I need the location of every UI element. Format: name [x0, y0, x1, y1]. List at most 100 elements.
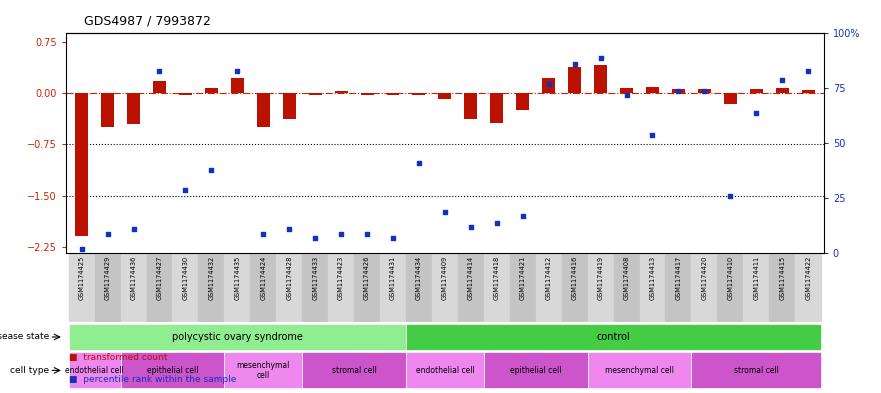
Point — [567, 61, 581, 67]
Point — [386, 235, 400, 241]
Bar — [562, 253, 588, 322]
Bar — [302, 253, 328, 322]
Point — [438, 209, 452, 215]
Text: GSM1174427: GSM1174427 — [157, 255, 162, 300]
Text: control: control — [596, 332, 631, 342]
Text: GSM1174413: GSM1174413 — [649, 255, 655, 300]
Bar — [406, 353, 484, 388]
Bar — [231, 78, 244, 94]
Point — [490, 220, 504, 226]
Bar — [588, 353, 692, 388]
Point — [230, 68, 244, 74]
Bar — [594, 65, 607, 94]
Text: polycystic ovary syndrome: polycystic ovary syndrome — [172, 332, 303, 342]
Bar — [153, 81, 166, 94]
Text: disease state: disease state — [0, 332, 49, 342]
Point — [671, 88, 685, 94]
Bar — [360, 94, 374, 95]
Point — [100, 231, 115, 237]
Bar — [225, 253, 250, 322]
Text: GSM1174409: GSM1174409 — [442, 255, 448, 300]
Bar — [672, 89, 685, 94]
Bar — [432, 253, 458, 322]
Bar — [692, 253, 717, 322]
Bar — [380, 253, 406, 322]
Bar — [406, 324, 821, 350]
Bar — [387, 94, 399, 95]
Text: GSM1174429: GSM1174429 — [105, 255, 111, 300]
Bar — [484, 353, 588, 388]
Text: GSM1174430: GSM1174430 — [182, 255, 189, 300]
Text: GSM1174431: GSM1174431 — [390, 255, 396, 300]
Text: GSM1174410: GSM1174410 — [728, 255, 733, 300]
Text: GSM1174424: GSM1174424 — [260, 255, 266, 300]
Bar — [101, 94, 114, 127]
Text: GSM1174422: GSM1174422 — [805, 255, 811, 300]
Bar — [484, 253, 510, 322]
Point — [463, 224, 478, 230]
Point — [801, 68, 815, 74]
Bar — [328, 253, 354, 322]
Bar — [127, 94, 140, 124]
Text: GDS4987 / 7993872: GDS4987 / 7993872 — [84, 15, 211, 28]
Bar — [69, 253, 94, 322]
Bar — [179, 94, 192, 95]
Bar — [69, 324, 406, 350]
Bar — [510, 253, 536, 322]
Bar — [75, 94, 88, 237]
Bar — [588, 253, 613, 322]
Text: mesenchymal
cell: mesenchymal cell — [237, 361, 290, 380]
Bar — [205, 88, 218, 94]
Point — [749, 110, 763, 116]
Point — [256, 231, 270, 237]
Point — [412, 160, 426, 166]
Point — [75, 246, 89, 252]
Bar — [613, 253, 640, 322]
Text: GSM1174423: GSM1174423 — [338, 255, 344, 300]
Bar — [277, 253, 302, 322]
Text: cell type: cell type — [11, 366, 49, 375]
Point — [515, 213, 529, 219]
Bar — [717, 253, 744, 322]
Text: GSM1174436: GSM1174436 — [130, 255, 137, 300]
Text: epithelial cell: epithelial cell — [510, 366, 561, 375]
Point — [308, 235, 322, 241]
Bar — [796, 253, 821, 322]
Bar — [173, 253, 198, 322]
Bar — [802, 90, 815, 94]
Text: GSM1174411: GSM1174411 — [753, 255, 759, 300]
Text: ■  percentile rank within the sample: ■ percentile rank within the sample — [69, 375, 236, 384]
Text: GSM1174414: GSM1174414 — [468, 255, 474, 300]
Bar — [412, 94, 426, 95]
Text: GSM1174417: GSM1174417 — [676, 255, 681, 300]
Bar — [516, 94, 529, 110]
Point — [360, 231, 374, 237]
Point — [775, 77, 789, 83]
Bar — [335, 91, 348, 94]
Point — [282, 226, 296, 232]
Point — [594, 55, 608, 61]
Bar — [665, 253, 692, 322]
Text: GSM1174412: GSM1174412 — [545, 255, 552, 300]
Text: stromal cell: stromal cell — [331, 366, 376, 375]
Text: GSM1174420: GSM1174420 — [701, 255, 707, 300]
Bar — [491, 94, 503, 123]
Bar — [406, 253, 432, 322]
Text: GSM1174434: GSM1174434 — [416, 255, 422, 300]
Bar — [724, 94, 737, 104]
Bar — [302, 353, 406, 388]
Point — [619, 92, 633, 98]
Bar — [225, 353, 302, 388]
Bar — [698, 89, 711, 94]
Bar — [250, 253, 277, 322]
Bar — [464, 94, 478, 119]
Text: stromal cell: stromal cell — [734, 366, 779, 375]
Point — [127, 226, 141, 232]
Bar — [121, 253, 146, 322]
Text: GSM1174435: GSM1174435 — [234, 255, 241, 300]
Bar — [776, 88, 788, 94]
Bar — [198, 253, 225, 322]
Bar — [283, 94, 296, 119]
Text: GSM1174421: GSM1174421 — [520, 255, 526, 300]
Point — [204, 167, 218, 173]
